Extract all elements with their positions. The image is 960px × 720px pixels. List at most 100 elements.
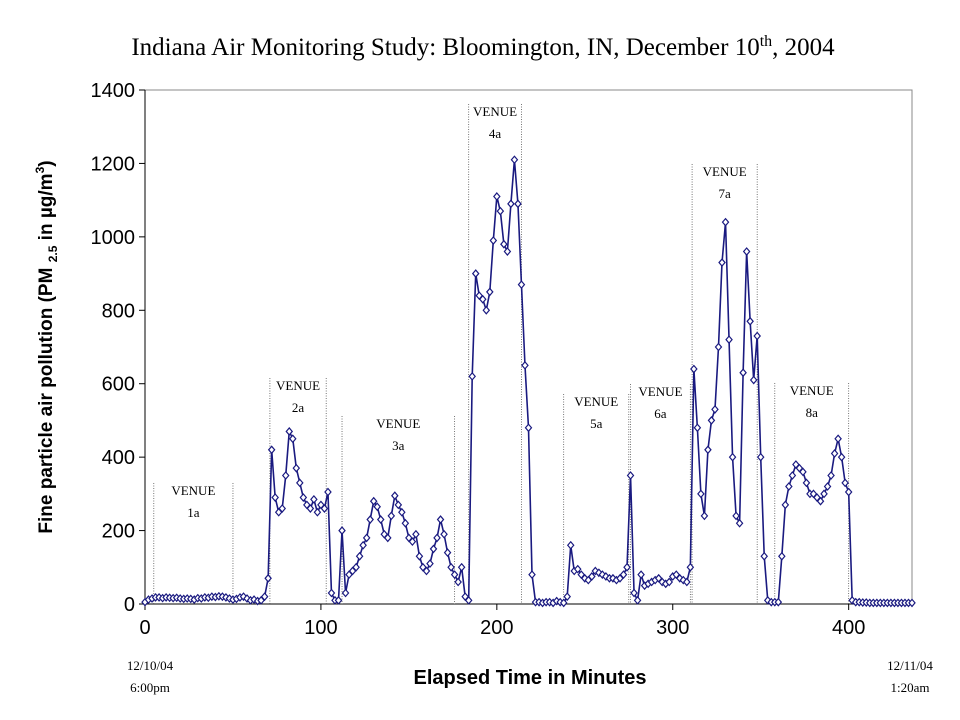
chart-title: Indiana Air Monitoring Study: Bloomingto… bbox=[131, 33, 835, 61]
data-point bbox=[690, 364, 698, 374]
data-point bbox=[781, 500, 790, 510]
data-point bbox=[482, 305, 491, 315]
x-tick-label: 0 bbox=[139, 617, 150, 639]
data-point bbox=[507, 199, 515, 209]
data-point bbox=[440, 529, 448, 539]
data-point bbox=[563, 592, 571, 602]
data-point bbox=[602, 572, 610, 581]
data-point bbox=[788, 471, 797, 480]
data-point bbox=[725, 335, 733, 345]
data-point bbox=[721, 217, 730, 227]
data-point bbox=[271, 493, 279, 502]
data-point bbox=[391, 491, 399, 501]
x-tick-label: 300 bbox=[656, 617, 689, 639]
venue-label: 7a bbox=[719, 186, 732, 201]
data-point bbox=[591, 566, 600, 576]
data-point bbox=[478, 294, 487, 304]
y-label-part: ) bbox=[36, 160, 57, 166]
data-point bbox=[447, 562, 455, 572]
end-time: 1:20am bbox=[891, 680, 930, 695]
data-point bbox=[468, 371, 476, 381]
data-point bbox=[844, 487, 853, 497]
data-point bbox=[313, 507, 322, 517]
data-point bbox=[327, 588, 336, 598]
data-point bbox=[278, 504, 287, 513]
y-tick-label: 400 bbox=[102, 447, 135, 469]
data-point bbox=[693, 423, 702, 433]
venue-label: 5a bbox=[590, 416, 603, 431]
y-tick-label: 1400 bbox=[91, 80, 136, 102]
data-point bbox=[718, 258, 726, 267]
data-point bbox=[778, 551, 786, 561]
x-tick-label: 100 bbox=[304, 617, 337, 639]
title-sup: th bbox=[760, 33, 772, 50]
data-point bbox=[489, 236, 498, 245]
data-point bbox=[457, 562, 466, 572]
y-tick-label: 800 bbox=[102, 300, 135, 322]
y-label-part: in µg/m bbox=[36, 173, 57, 245]
data-point bbox=[739, 368, 747, 378]
data-point bbox=[697, 489, 705, 499]
data-point bbox=[711, 404, 719, 414]
data-point bbox=[749, 375, 758, 385]
venue-label: VENUE bbox=[473, 104, 517, 119]
data-point bbox=[848, 595, 856, 605]
data-point bbox=[338, 526, 346, 535]
data-point bbox=[595, 568, 603, 578]
venue-label: 3a bbox=[392, 438, 405, 453]
data-point bbox=[598, 570, 607, 580]
data-point bbox=[841, 478, 849, 488]
y-axis-title: Fine particle air pollution (PM 2.5 in µ… bbox=[33, 160, 60, 533]
start-date: 12/10/04 bbox=[127, 658, 174, 673]
data-point bbox=[433, 533, 441, 543]
x-axis-title: Elapsed Time in Minutes bbox=[413, 667, 646, 689]
data-point bbox=[760, 551, 769, 561]
data-point bbox=[334, 595, 343, 605]
data-point bbox=[401, 518, 410, 528]
data-line bbox=[144, 159, 912, 604]
data-point bbox=[264, 573, 272, 583]
data-point bbox=[581, 573, 589, 583]
data-point bbox=[383, 533, 392, 543]
venue-label: VENUE bbox=[276, 378, 320, 393]
data-point bbox=[528, 570, 536, 580]
data-point bbox=[823, 482, 832, 491]
data-point bbox=[588, 572, 596, 581]
data-point bbox=[267, 445, 276, 455]
y-label-sup: 3 bbox=[33, 166, 47, 173]
data-point bbox=[366, 515, 374, 524]
venue-label: 6a bbox=[654, 406, 667, 421]
venue-label: VENUE bbox=[376, 416, 420, 431]
venue-label: VENUE bbox=[171, 483, 215, 498]
y-tick-label: 1200 bbox=[91, 153, 136, 175]
data-point bbox=[355, 551, 364, 561]
data-point bbox=[306, 504, 315, 513]
data-point bbox=[341, 588, 350, 598]
data-point bbox=[376, 515, 385, 524]
data-point bbox=[239, 592, 248, 602]
data-point bbox=[683, 577, 691, 587]
data-point bbox=[700, 511, 709, 521]
data-point bbox=[496, 206, 505, 216]
data-point bbox=[450, 570, 459, 580]
venue-label: 1a bbox=[187, 505, 200, 520]
data-point bbox=[753, 331, 761, 341]
data-point bbox=[454, 577, 462, 587]
data-point bbox=[626, 471, 635, 480]
data-point bbox=[429, 544, 438, 554]
data-point bbox=[281, 471, 290, 480]
data-point bbox=[830, 449, 839, 458]
data-point bbox=[633, 595, 642, 605]
data-point bbox=[763, 595, 772, 605]
data-point bbox=[521, 360, 529, 370]
data-point bbox=[517, 280, 526, 290]
data-point bbox=[464, 595, 473, 605]
title-part: Indiana Air Monitoring Study: Bloomingto… bbox=[131, 34, 759, 61]
data-point bbox=[735, 518, 744, 528]
data-point bbox=[566, 540, 575, 550]
data-point bbox=[510, 155, 519, 165]
data-point bbox=[742, 247, 751, 256]
data-point bbox=[299, 493, 308, 502]
data-point bbox=[369, 496, 378, 506]
